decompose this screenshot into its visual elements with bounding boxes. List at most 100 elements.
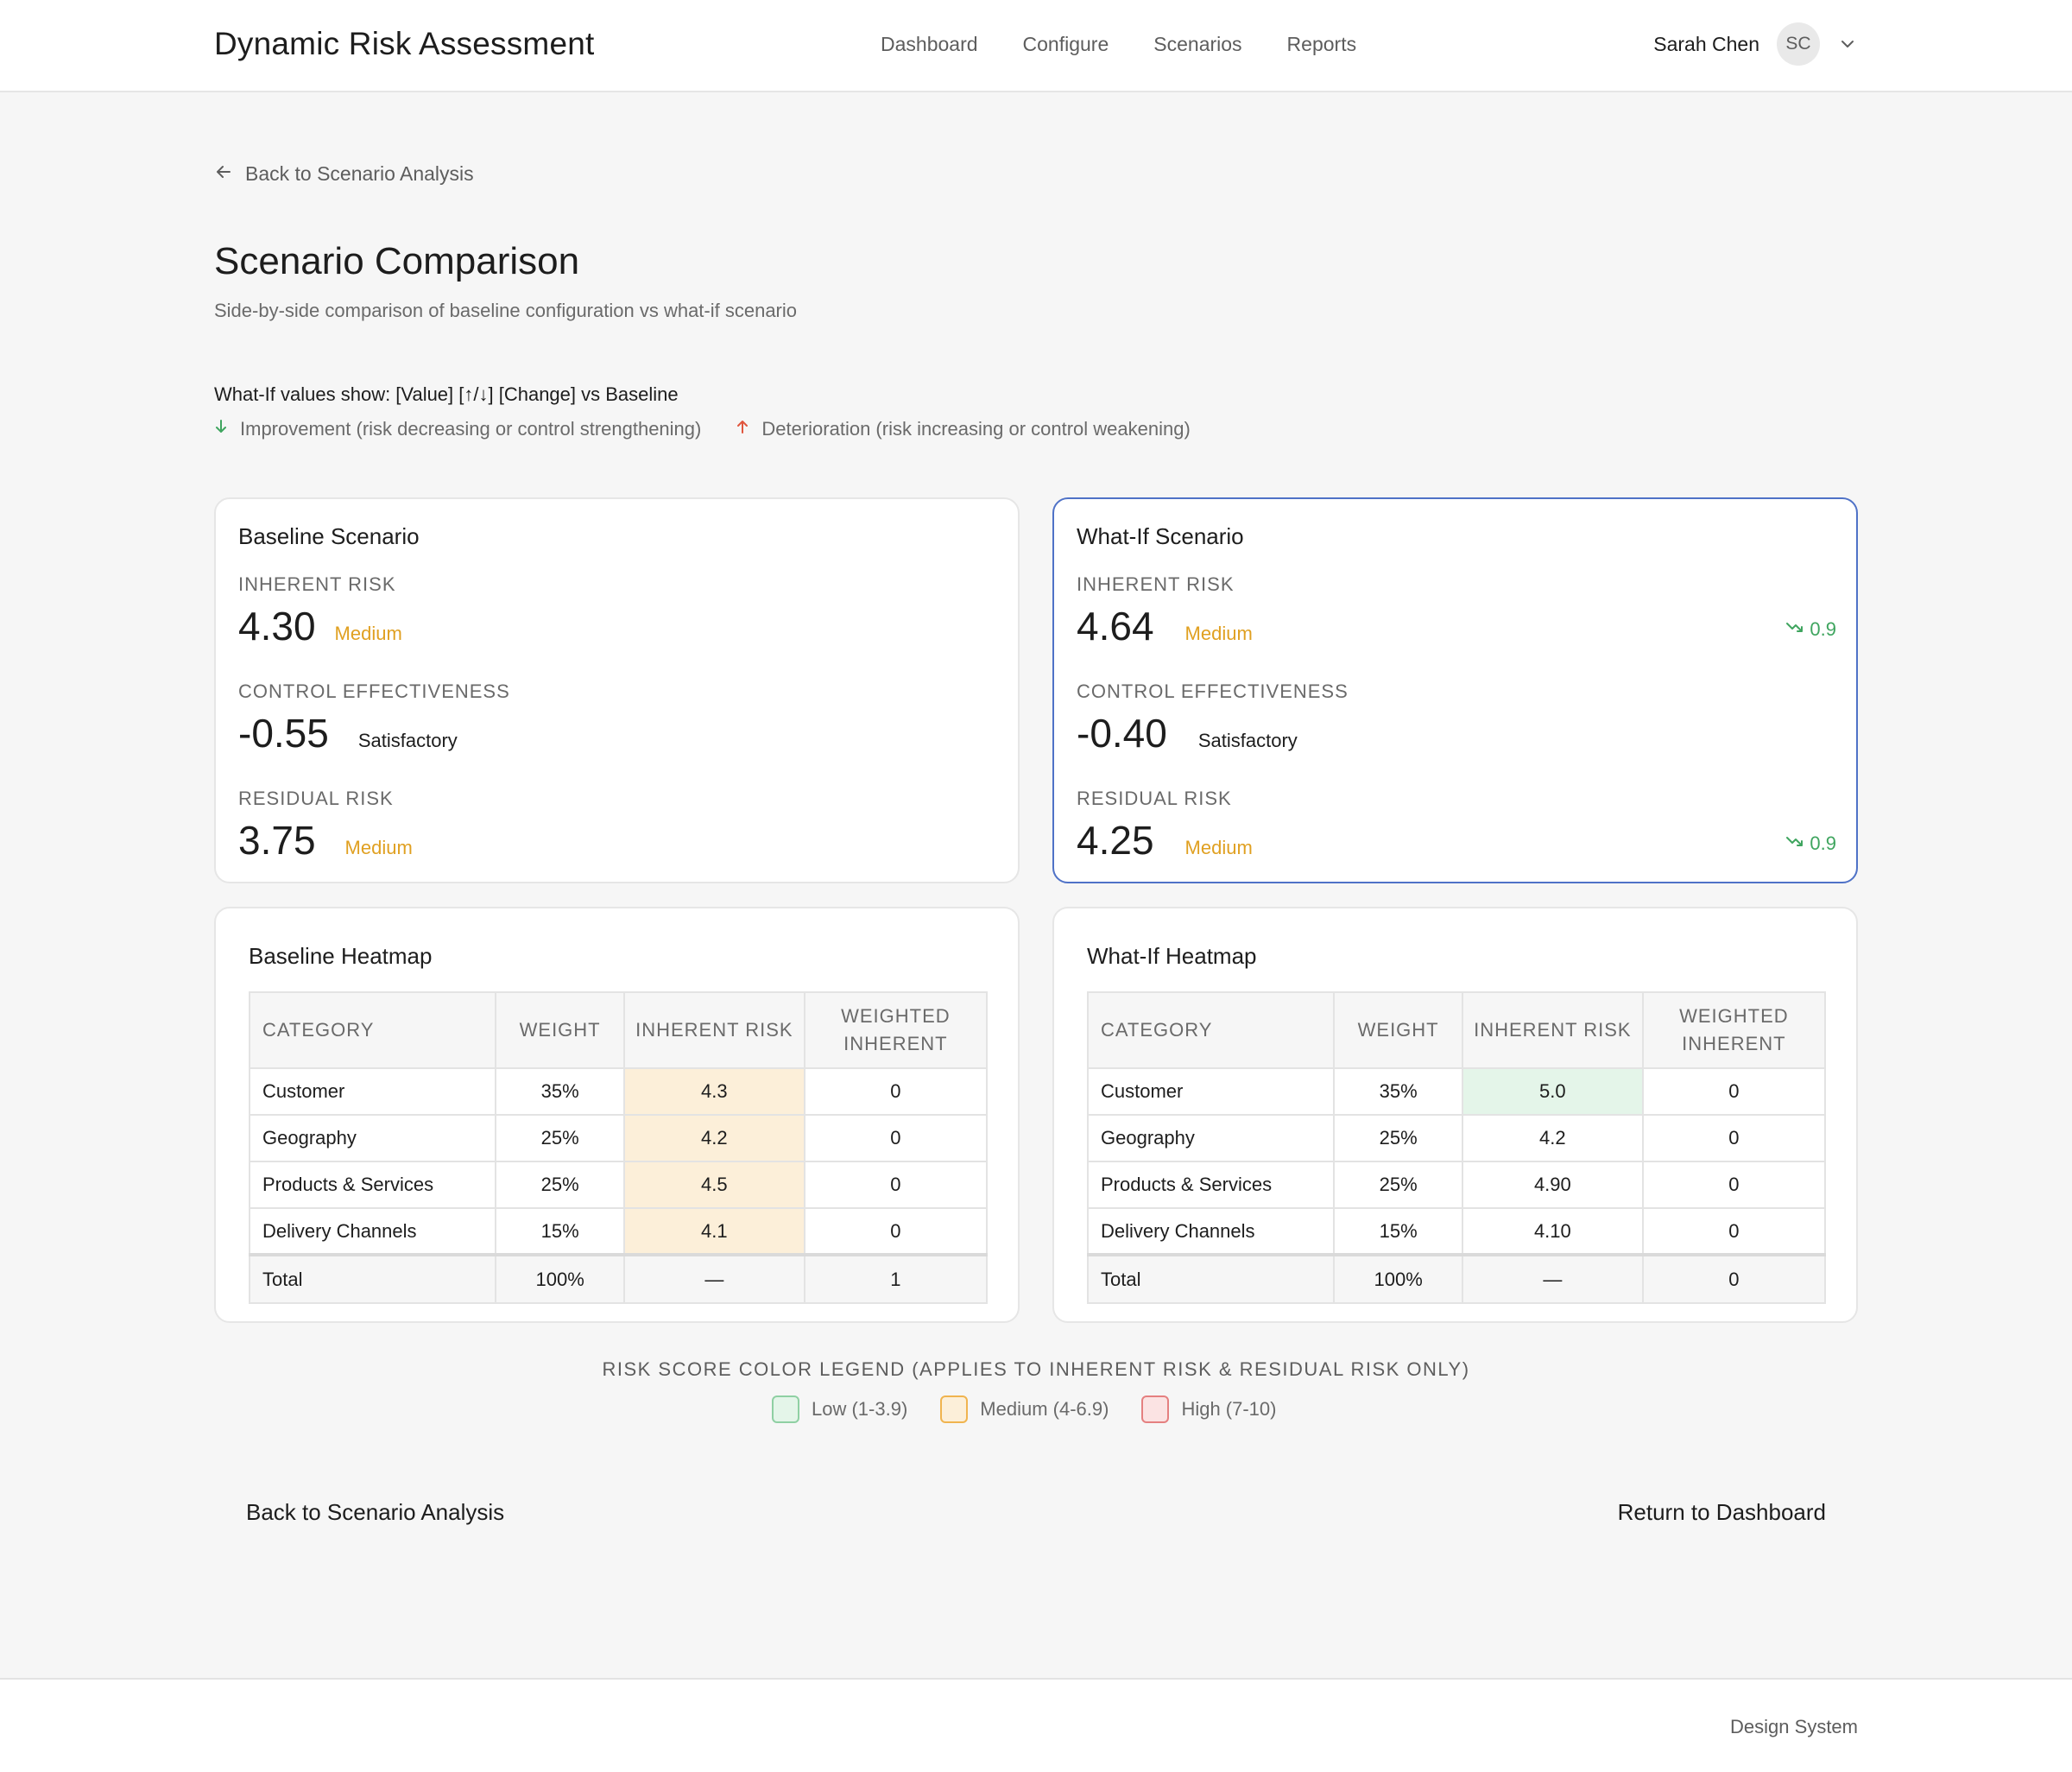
table-row: Delivery Channels 15% 4.10 0 [1087,1207,1826,1256]
column-header-weight: WEIGHT [1333,991,1463,1069]
metric-label: RESIDUAL RISK [238,788,394,809]
risk-color-legend: Low (1-3.9) Medium (4-6.9) High (7-10) [772,1395,1276,1423]
total-label-cell: Total [1087,1253,1336,1304]
metric-label: INHERENT RISK [238,573,396,595]
back-to-scenario-analysis-link[interactable]: Back to Scenario Analysis [214,162,474,186]
whatif-scenario-card: What-If Scenario INHERENT RISK 4.64 Medi… [1052,497,1858,883]
heatmap-table-scroll[interactable]: CATEGORY WEIGHT INHERENT RISK WEIGHTED I… [1087,991,1826,1304]
inherent-risk-cell: 4.2 [1461,1114,1644,1162]
low-swatch [772,1395,799,1423]
change-value: 0.9 [1810,832,1836,854]
category-cell: Delivery Channels [249,1207,497,1256]
weight-cell: 15% [495,1207,625,1256]
whatif-control-effectiveness: CONTROL EFFECTIVENESS -0.40 Satisfactory [1077,680,1836,756]
column-header-inherent-risk: INHERENT RISK [622,991,805,1069]
legend-high-label: High (7-10) [1181,1398,1277,1420]
trending-down-icon [1785,618,1804,641]
arrow-up-icon [736,418,749,440]
total-weighted-cell: 1 [803,1253,988,1304]
table-row: Customer 35% 5.0 0 [1087,1067,1826,1116]
nav-dashboard[interactable]: Dashboard [881,33,978,55]
weight-cell: 25% [1333,1161,1463,1209]
column-header-weight: WEIGHT [495,991,625,1069]
inherent-risk-cell: 4.3 [622,1067,805,1116]
user-name: Sarah Chen [1653,32,1759,55]
table-header-row: CATEGORY WEIGHT INHERENT RISK WEIGHTED I… [1087,991,1826,1069]
legend-high: High (7-10) [1141,1395,1276,1423]
table-row: Products & Services 25% 4.5 0 [249,1161,988,1209]
trending-down-icon [1785,832,1804,855]
legend-low-label: Low (1-3.9) [812,1398,908,1420]
nav-configure[interactable]: Configure [1022,33,1109,55]
table-total-row: Total 100% — 0 [1087,1253,1826,1304]
category-cell: Geography [1087,1114,1336,1162]
category-cell: Geography [249,1114,497,1162]
inherent-risk-cell: 4.2 [622,1114,805,1162]
metric-label: CONTROL EFFECTIVENESS [238,680,510,702]
return-to-dashboard-button[interactable]: Return to Dashboard [1617,1499,1826,1525]
change-value: 0.9 [1810,618,1836,640]
arrow-down-icon [214,418,228,440]
control-rating-badge: Satisfactory [357,730,458,751]
category-cell: Products & Services [1087,1161,1336,1209]
nav-scenarios[interactable]: Scenarios [1153,33,1242,55]
category-cell: Delivery Channels [1087,1207,1336,1256]
improvement-legend-text: Improvement (risk decreasing or control … [240,418,702,440]
change-indicator: 0.9 [1785,832,1836,855]
total-inherent-cell: — [1461,1253,1644,1304]
page-subtitle: Side-by-side comparison of baseline conf… [214,300,798,321]
table-row: Geography 25% 4.2 0 [1087,1114,1826,1162]
avatar[interactable]: SC [1777,22,1820,66]
legend-medium: Medium (4-6.9) [940,1395,1109,1423]
risk-rating-badge: Medium [1184,837,1253,858]
weighted-cell: 0 [1641,1067,1826,1116]
category-cell: Customer [249,1067,497,1116]
legend-low: Low (1-3.9) [772,1395,907,1423]
whatif-heatmap-table: CATEGORY WEIGHT INHERENT RISK WEIGHTED I… [1087,991,1826,1304]
card-title: What-If Scenario [1077,523,1244,549]
back-link-label: Back to Scenario Analysis [245,162,474,185]
weight-cell: 35% [1333,1067,1463,1116]
inherent-risk-cell: 4.5 [622,1161,805,1209]
table-row: Customer 35% 4.3 0 [249,1067,988,1116]
footer-design-system-link[interactable]: Design System [1730,1716,1858,1737]
card-title: Baseline Scenario [238,523,420,549]
whatif-heatmap-card: What-If Heatmap CATEGORY WEIGHT INHERENT… [1052,907,1858,1323]
page-footer: Design System [0,1678,2072,1772]
metric-label: RESIDUAL RISK [1077,788,1232,809]
column-header-category: CATEGORY [249,991,497,1069]
column-header-category: CATEGORY [1087,991,1336,1069]
column-header-weighted-inherent: WEIGHTED INHERENT [1641,991,1826,1069]
total-inherent-cell: — [622,1253,805,1304]
weighted-cell: 0 [803,1161,988,1209]
baseline-inherent-risk: INHERENT RISK 4.30 Medium [238,573,998,649]
weighted-cell: 0 [1641,1114,1826,1162]
table-total-row: Total 100% — 1 [249,1253,988,1304]
chevron-down-icon[interactable] [1837,34,1858,54]
whatif-residual-risk: RESIDUAL RISK 4.25 Medium 0.9 [1077,788,1836,864]
baseline-residual-risk: RESIDUAL RISK 3.75 Medium [238,788,998,864]
column-header-inherent-risk: INHERENT RISK [1461,991,1644,1069]
arrow-left-icon [214,162,233,186]
change-indicator: 0.9 [1785,618,1836,641]
page-title: Scenario Comparison [214,240,580,282]
weighted-cell: 0 [803,1067,988,1116]
top-navigation-bar: Dynamic Risk Assessment Dashboard Config… [0,0,2072,92]
baseline-control-effectiveness: CONTROL EFFECTIVENESS -0.55 Satisfactory [238,680,998,756]
heatmap-table-scroll[interactable]: CATEGORY WEIGHT INHERENT RISK WEIGHTED I… [249,991,988,1304]
user-menu[interactable]: Sarah Chen SC [1653,22,1858,66]
metric-value: -0.55 [238,711,329,756]
nav-reports[interactable]: Reports [1286,33,1357,55]
weighted-cell: 0 [803,1114,988,1162]
legend-medium-label: Medium (4-6.9) [980,1398,1109,1420]
app-title[interactable]: Dynamic Risk Assessment [214,26,595,61]
main-nav: Dashboard Configure Scenarios Reports [881,33,1356,56]
deterioration-legend-text: Deterioration (risk increasing or contro… [761,418,1191,440]
metric-value: 3.75 [238,818,316,863]
metric-label: INHERENT RISK [1077,573,1235,595]
total-weighted-cell: 0 [1641,1253,1826,1304]
back-to-scenario-analysis-button[interactable]: Back to Scenario Analysis [246,1499,505,1525]
category-cell: Customer [1087,1067,1336,1116]
color-legend-title: RISK SCORE COLOR LEGEND (APPLIES TO INHE… [602,1358,1470,1380]
total-weight-cell: 100% [1333,1253,1463,1304]
